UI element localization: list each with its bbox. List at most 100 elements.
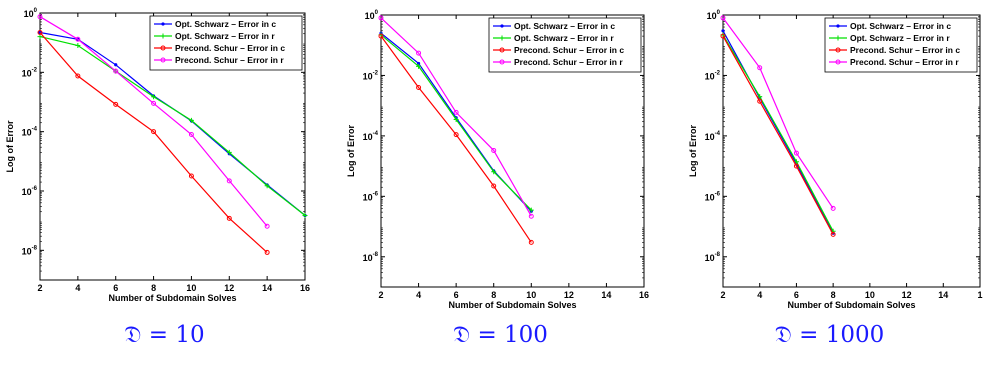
y-tick-label: 10-8	[705, 252, 721, 263]
legend-label: Opt. Schwarz – Error in r	[514, 33, 614, 43]
caption-3-text: = 1000	[799, 322, 885, 348]
legend-label: Opt. Schwarz – Error in r	[175, 31, 275, 41]
data-point	[528, 207, 534, 213]
legend-label: Precond. Schur – Error in r	[850, 57, 959, 67]
x-axis-label: Number of Subdomain Solves	[108, 293, 236, 303]
x-tick-label: 2	[378, 290, 383, 300]
data-point	[188, 117, 194, 123]
legend-box	[824, 17, 978, 73]
legend-box	[149, 15, 303, 71]
series-line	[722, 30, 834, 234]
chart-panel-2: 2 4 6 8 10 12 14 16 100 10-2 10-4 10-6 10-8 Number of…	[336, 0, 665, 367]
x-tick-label: 8	[831, 290, 836, 300]
x-tick-label: 10	[526, 290, 536, 300]
series-line	[722, 35, 834, 235]
caption-3: 𝔇 = 1000	[672, 322, 987, 348]
data-point	[793, 159, 799, 165]
series-line	[39, 16, 268, 227]
caption-1: 𝔇 = 10	[0, 322, 329, 348]
x-tick-label: 8	[151, 283, 156, 293]
legend-marker	[160, 57, 166, 63]
data-point	[416, 84, 422, 90]
data-point	[491, 147, 497, 153]
data-point	[757, 98, 763, 104]
data-point	[416, 61, 421, 66]
y-tick-label: 10-2	[22, 67, 38, 78]
y-tick-label: 10-8	[22, 245, 38, 256]
y-tick-label: 10-6	[22, 186, 38, 197]
x-tick-label: 6	[794, 290, 799, 300]
y-axis-label: Log of Error	[5, 120, 15, 172]
data-point	[453, 116, 459, 122]
data-point	[378, 33, 384, 39]
data-point	[491, 183, 497, 189]
legend-marker	[499, 59, 505, 65]
y-tick-label: 10-2	[363, 70, 379, 81]
data-point	[114, 63, 118, 67]
caption-1-text: = 10	[148, 322, 205, 348]
data-point	[188, 132, 194, 138]
data-point	[264, 183, 270, 189]
data-point	[721, 29, 725, 33]
chart-2: 2 4 6 8 10 12 14 16 100 10-2 10-4 10-6 10-8 Number of…	[346, 10, 649, 310]
series-line	[722, 17, 834, 209]
legend-label: Precond. Schur – Error in r	[175, 55, 284, 65]
data-point	[378, 15, 384, 21]
x-tick-label: 8	[491, 290, 496, 300]
data-point	[188, 173, 194, 179]
legend-marker	[836, 24, 840, 28]
data-point	[264, 249, 270, 255]
data-point	[226, 178, 232, 184]
chart-panel-1: 2 4 6 8 10 12 14 16 100 10-2 10-4 10-6 10-8 Number of…	[0, 0, 329, 367]
legend-marker	[835, 59, 841, 65]
x-tick-label: 2	[720, 290, 725, 300]
y-tick-label: 10-8	[363, 252, 379, 263]
x-tick-label: 12	[564, 290, 574, 300]
data-point	[720, 15, 726, 21]
legend-marker	[161, 22, 165, 26]
y-tick-label: 10-4	[22, 127, 38, 138]
y-tick-label: 10-6	[363, 191, 379, 202]
legend-label: Precond. Schur – Error in c	[175, 43, 285, 53]
data-point	[151, 100, 157, 106]
series-line	[722, 34, 834, 232]
data-point	[757, 65, 763, 71]
y-tick-label: 10-2	[705, 70, 721, 81]
data-point	[830, 231, 836, 237]
data-point	[75, 36, 81, 42]
x-tick-label: 12	[902, 290, 912, 300]
x-tick-label: 6	[454, 290, 459, 300]
x-tick-label: 14	[601, 290, 611, 300]
legend-label: Opt. Schwarz – Error in c	[514, 21, 615, 31]
x-tick-label: 10	[865, 290, 875, 300]
caption-2: 𝔇 = 100	[336, 322, 665, 348]
x-tick-label: 2	[37, 283, 42, 293]
data-point	[151, 94, 157, 100]
data-point	[302, 212, 308, 218]
data-point	[113, 101, 119, 107]
caption-2-text: = 100	[477, 322, 548, 348]
y-axis-label: Log of Error	[346, 125, 356, 177]
series-line	[380, 17, 532, 217]
data-point	[830, 205, 836, 211]
data-point	[226, 149, 232, 155]
x-axis-label: Number of Subdomain Solves	[787, 300, 915, 310]
x-tick-label: 14	[938, 290, 948, 300]
y-tick-label: 100	[365, 10, 379, 21]
data-point	[793, 150, 799, 156]
series-line	[380, 35, 532, 243]
data-point	[37, 30, 43, 36]
x-tick-label: 4	[416, 290, 421, 300]
legend-box	[488, 17, 642, 73]
fraktur-d-symbol: 𝔇	[453, 322, 471, 348]
y-tick-label: 10-4	[363, 131, 379, 142]
legend-label: Precond. Schur – Error in c	[514, 45, 624, 55]
fraktur-d-symbol: 𝔇	[124, 322, 142, 348]
data-point	[75, 43, 81, 49]
x-tick-label: 1	[977, 290, 982, 300]
legend-label: Opt. Schwarz – Error in c	[850, 21, 951, 31]
x-tick-label: 12	[224, 283, 234, 293]
chart-3: 2 4 6 8 10 12 14 1 100 10-2 10-4 10-6 10-8 Number of …	[688, 10, 983, 310]
data-point	[757, 94, 763, 100]
data-point	[491, 169, 497, 175]
